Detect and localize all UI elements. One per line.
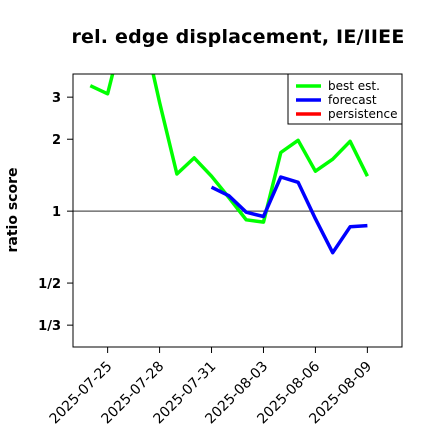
legend-label: forecast <box>328 93 377 107</box>
series-line-forecast <box>210 175 368 255</box>
y-tick-label: 1/2 <box>38 277 61 292</box>
y-tick-label: 1 <box>52 205 61 220</box>
plot-frame <box>72 73 403 348</box>
y-tick-label: 1/3 <box>38 319 61 334</box>
legend-label: persistence <box>328 107 397 121</box>
y-tick-label: 2 <box>52 133 61 148</box>
y-tick-label: 3 <box>52 91 61 106</box>
legend-label: best est. <box>328 79 380 93</box>
chart-title: rel. edge displacement, IE/IIEE <box>71 26 405 48</box>
